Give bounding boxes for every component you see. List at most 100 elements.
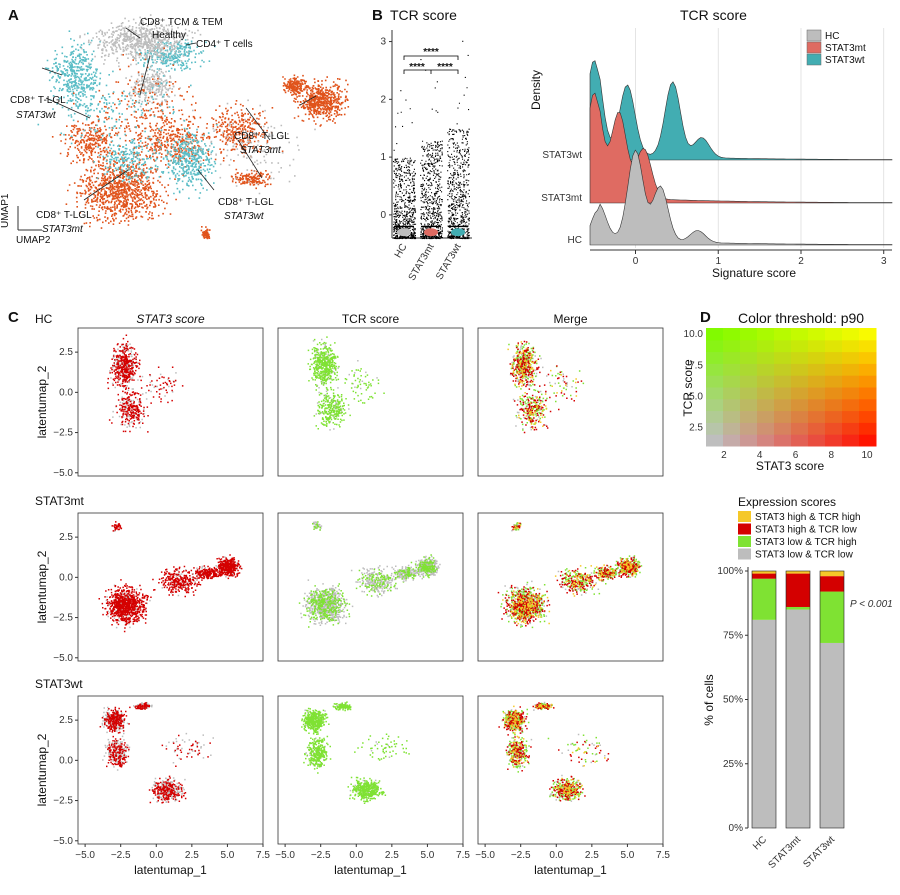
umap-cluster-8-points xyxy=(45,30,107,121)
annot-lgl-mt-1-sub: STAT3mt xyxy=(240,145,282,156)
ridge-xtick-label: 0 xyxy=(633,256,639,267)
red-dots-1-points xyxy=(505,736,532,772)
yellow-dots-1-points xyxy=(506,735,528,768)
heat-cell xyxy=(757,328,775,341)
umap-cluster-5-points xyxy=(51,116,120,165)
violin-body-STAT3wt xyxy=(451,228,465,237)
umap2-label: UMAP2 xyxy=(16,235,51,246)
ridge-HC xyxy=(589,149,893,246)
yellow-dots-3-points xyxy=(535,703,553,709)
heat-cell xyxy=(757,387,775,400)
red-dots-0 xyxy=(498,706,528,736)
umap-axes xyxy=(17,206,42,231)
heat-cell xyxy=(825,434,843,447)
c-ylabel: latentumap_2 xyxy=(35,365,49,438)
bar-outline-HC xyxy=(751,570,777,829)
panel-a: UMAP1 UMAP2 CD8⁺ TCM & TEM Healthy CD4⁺ T ce… xyxy=(0,14,350,246)
heat-cell xyxy=(842,434,860,447)
heat-cell xyxy=(706,375,724,388)
annot-lgl-mt-2: CD8⁺ T-LGL xyxy=(36,210,92,221)
umap-panel-0-0: −5.0 −2.5 0.0 2.5 latentumap_2 xyxy=(35,327,264,479)
red-dots-1 xyxy=(108,387,149,433)
panel-label-a: A xyxy=(8,7,19,24)
c-ytick-label: 2.5 xyxy=(59,532,73,543)
yellow-dots-3 xyxy=(596,564,624,582)
grey-dots-1 xyxy=(350,565,406,598)
heat-cell xyxy=(740,410,758,423)
yellow-dots-1 xyxy=(518,392,548,430)
green-dots-0-points xyxy=(298,583,351,628)
heat-cell xyxy=(774,422,792,435)
panel-d: Color threshold: p90 2 4 6 8 10 2.5 5.0 7.5 10.0 S… xyxy=(681,310,893,871)
umap-cluster-13-points xyxy=(79,14,202,68)
red-dots-2-points xyxy=(213,554,243,580)
heat-cell xyxy=(808,422,826,435)
red-dots-3-points xyxy=(129,702,150,710)
heat-cell xyxy=(791,351,809,364)
panel-label-d: D xyxy=(700,309,711,326)
annot-healthy: Healthy xyxy=(152,30,186,41)
heat-cell xyxy=(825,351,843,364)
heat-cell xyxy=(859,363,877,376)
grey-dots-0-points xyxy=(300,579,354,626)
bar-legend-label-3: STAT3 high & TCR high xyxy=(755,512,861,523)
bar-pvalue: P < 0.001 xyxy=(850,599,893,610)
c-xtick-label: 2.5 xyxy=(185,850,199,861)
heat-cell xyxy=(825,398,843,412)
bar-ytick-label: 100% xyxy=(717,566,743,577)
red-dots-0 xyxy=(509,340,541,388)
c-xtick-label: 7.5 xyxy=(256,850,270,861)
violin-title: TCR score xyxy=(390,7,457,23)
umap-panel-1-0: −5.0 −2.5 0.0 2.5 latentumap_2 xyxy=(35,512,264,664)
umap-cluster-2 xyxy=(199,100,284,162)
bar-STAT3wt-seg-2 xyxy=(820,576,844,592)
heat-xtick: 8 xyxy=(828,450,834,461)
heat-cell xyxy=(825,422,843,435)
yellow-dots-0-points xyxy=(503,705,525,734)
red-dots-4 xyxy=(161,734,211,767)
heat-cell xyxy=(859,351,877,364)
heat-cell xyxy=(757,410,775,423)
red-dots-3 xyxy=(189,565,223,581)
bar-STAT3mt-seg-1 xyxy=(786,606,810,610)
violin-body-STAT3mt xyxy=(424,228,438,237)
red-dots-0 xyxy=(98,579,152,633)
red-dots-2-points xyxy=(139,366,184,404)
red-dots-1 xyxy=(505,736,532,772)
umap-cluster-1-points xyxy=(282,74,311,96)
umap-cluster-16 xyxy=(73,47,197,174)
annot-lgl-wt-1: CD8⁺ T-LGL xyxy=(10,95,66,106)
umap-cluster-13 xyxy=(79,14,202,68)
red-dots-1 xyxy=(556,568,603,595)
green-dots-3 xyxy=(393,566,420,580)
ridge-label-HC: HC xyxy=(568,235,582,246)
violin-ytick-label: 1 xyxy=(380,152,386,163)
umap-frame xyxy=(477,327,664,477)
heat-cell xyxy=(791,387,809,400)
heat-cell xyxy=(774,363,792,376)
heat-cell xyxy=(740,363,758,376)
yellow-dots-0-points xyxy=(502,588,551,625)
heat-cell xyxy=(757,363,775,376)
green-dots-1-points xyxy=(313,386,351,430)
heat-cell xyxy=(706,410,724,423)
heat-cell xyxy=(757,434,775,447)
bar-HC-seg-0 xyxy=(752,619,776,828)
bar-xtick-HC: HC xyxy=(751,834,769,852)
heat-cell xyxy=(808,351,826,364)
red-dots-0 xyxy=(107,334,142,396)
umap1-label: UMAP1 xyxy=(0,193,11,228)
red-dots-4-points xyxy=(558,740,610,763)
green-dots-4-points xyxy=(312,521,321,531)
green-dots-3-points xyxy=(332,701,352,712)
heat-cell xyxy=(723,387,741,400)
red-dots-2 xyxy=(213,554,243,580)
umap-cluster-9 xyxy=(134,38,216,73)
bar-legend-label-1: STAT3 low & TCR high xyxy=(755,537,857,548)
umap-panel-2-2: −5.0 −2.5 0.0 2.5 5.0 7.5 latentumap_1 xyxy=(475,695,670,877)
heat-cell xyxy=(723,339,741,353)
red-dots-4-points xyxy=(161,734,211,767)
yellow-dots-0 xyxy=(502,588,551,625)
red-dots-0-points xyxy=(98,579,152,633)
panel-label-b: B xyxy=(372,7,383,24)
